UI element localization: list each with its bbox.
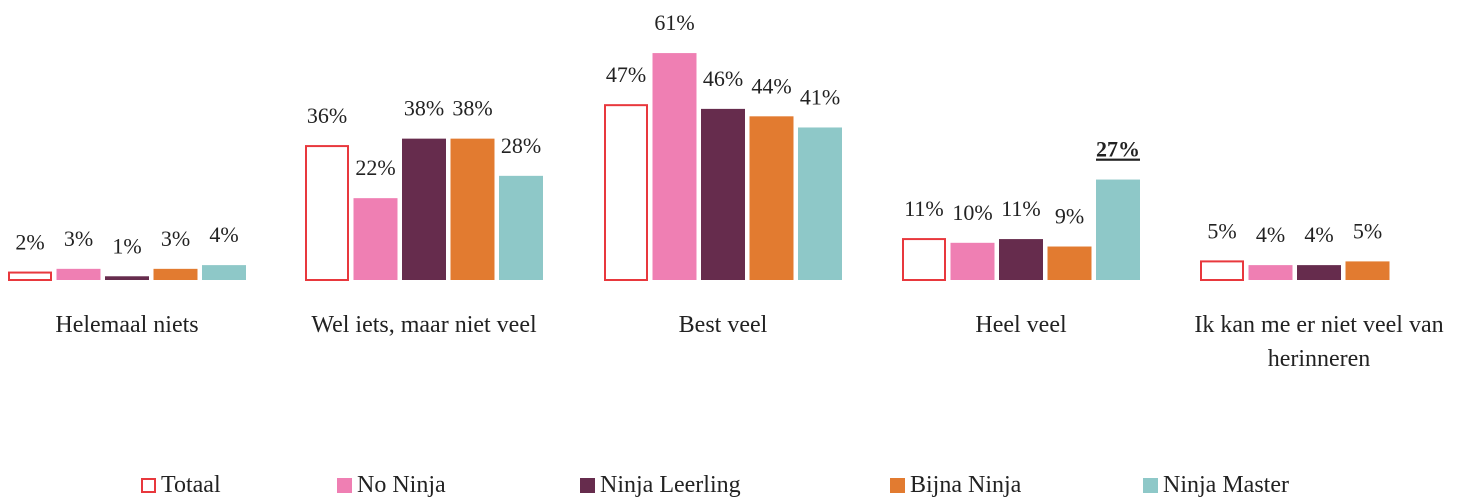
legend-item: Ninja Master bbox=[1143, 472, 1289, 499]
bar bbox=[701, 108, 745, 280]
bar bbox=[305, 145, 349, 281]
data-label: 36% bbox=[307, 103, 347, 128]
data-label: 61% bbox=[654, 10, 694, 35]
data-label: 2% bbox=[15, 230, 44, 255]
legend-swatch bbox=[580, 478, 595, 493]
bar bbox=[353, 198, 398, 280]
data-label: 22% bbox=[355, 155, 395, 180]
bar bbox=[450, 138, 495, 280]
bar bbox=[1297, 265, 1341, 280]
bar bbox=[749, 116, 794, 280]
legend-label: Ninja Leerling bbox=[600, 472, 741, 498]
data-label: 11% bbox=[1001, 196, 1041, 221]
legend-swatch bbox=[337, 478, 352, 493]
data-label: 38% bbox=[404, 96, 444, 121]
bar bbox=[56, 268, 101, 280]
data-label: 41% bbox=[800, 85, 840, 110]
data-label: 4% bbox=[1304, 222, 1333, 247]
data-label: 5% bbox=[1353, 218, 1382, 243]
data-label: 5% bbox=[1207, 218, 1236, 243]
bar bbox=[652, 53, 697, 280]
bar bbox=[1096, 179, 1140, 280]
legend-item: Totaal bbox=[141, 472, 221, 499]
category-label: Heel veel bbox=[975, 312, 1067, 338]
data-label: 27% bbox=[1096, 137, 1140, 162]
data-label: 46% bbox=[703, 66, 743, 91]
data-label: 10% bbox=[952, 200, 992, 225]
bar bbox=[8, 271, 52, 281]
bar bbox=[1345, 261, 1390, 280]
bar bbox=[402, 138, 446, 280]
category-label: Helemaal niets bbox=[55, 312, 199, 338]
bar bbox=[105, 276, 149, 280]
data-label: 47% bbox=[606, 62, 646, 87]
data-label: 38% bbox=[452, 96, 492, 121]
legend-label: Totaal bbox=[161, 472, 221, 498]
bar bbox=[1248, 265, 1293, 280]
category-label: Ik kan me er niet veel van herinneren bbox=[1194, 312, 1444, 372]
data-label: 28% bbox=[501, 133, 541, 158]
bar bbox=[950, 242, 995, 280]
bar bbox=[604, 104, 648, 281]
category-label: Wel iets, maar niet veel bbox=[311, 312, 537, 338]
bar bbox=[1200, 260, 1244, 281]
legend-swatch bbox=[141, 478, 156, 493]
legend-item: Ninja Leerling bbox=[580, 472, 741, 499]
bar bbox=[798, 127, 842, 280]
legend-label: No Ninja bbox=[357, 472, 446, 498]
data-label: 9% bbox=[1055, 204, 1084, 229]
legend-swatch bbox=[1143, 478, 1158, 493]
data-label: 3% bbox=[161, 226, 190, 251]
legend-swatch bbox=[890, 478, 905, 493]
bar bbox=[902, 238, 946, 281]
bar bbox=[202, 265, 246, 280]
data-label: 1% bbox=[112, 233, 141, 258]
bar bbox=[499, 175, 543, 280]
bar bbox=[1047, 246, 1092, 280]
bar bbox=[999, 239, 1043, 280]
legend-item: No Ninja bbox=[337, 472, 446, 499]
data-label: 3% bbox=[64, 226, 93, 251]
category-label: Best veel bbox=[678, 312, 768, 338]
bar bbox=[153, 268, 198, 280]
legend-label: Ninja Master bbox=[1163, 472, 1289, 498]
data-label: 44% bbox=[751, 73, 791, 98]
data-label: 4% bbox=[209, 222, 238, 247]
data-label: 4% bbox=[1256, 222, 1285, 247]
legend-item: Bijna Ninja bbox=[890, 472, 1021, 499]
legend-label: Bijna Ninja bbox=[910, 472, 1022, 498]
data-label: 11% bbox=[904, 196, 944, 221]
